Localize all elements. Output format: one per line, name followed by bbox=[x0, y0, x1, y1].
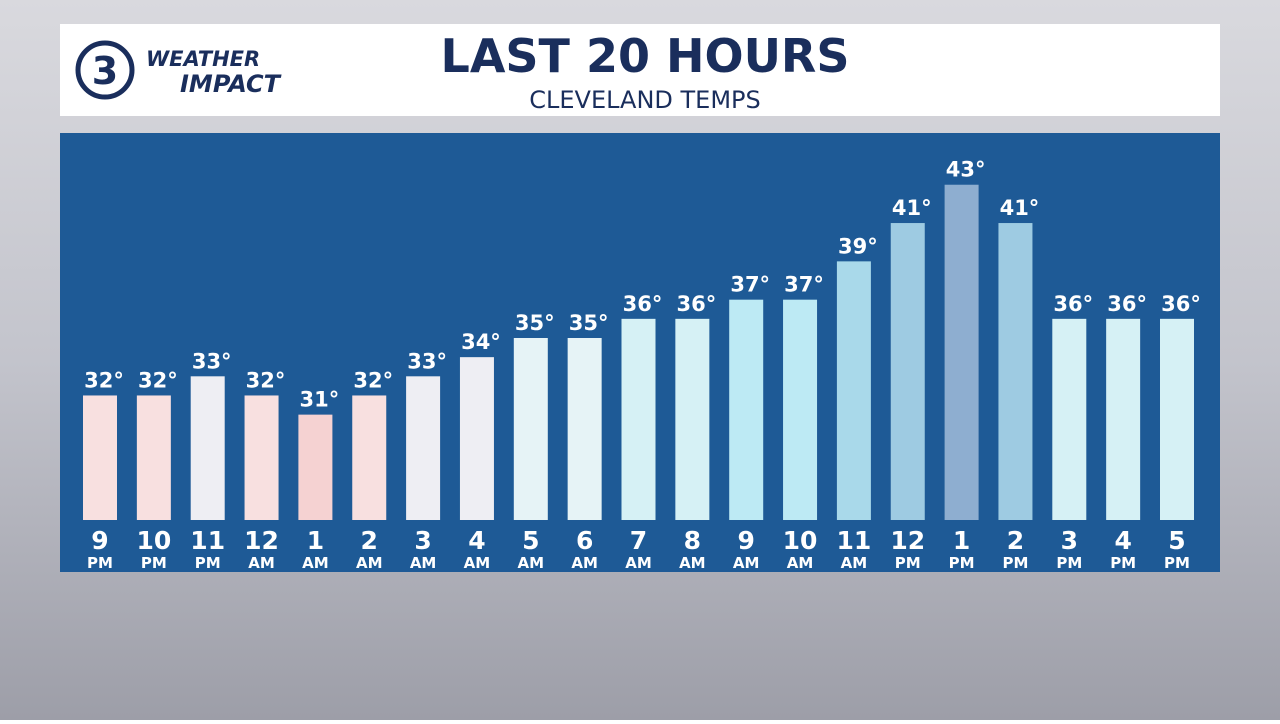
x-tick-period: AM bbox=[302, 554, 329, 572]
x-tick-label: 12 bbox=[244, 526, 279, 555]
value-label: 43° bbox=[946, 158, 986, 182]
x-tick-period: PM bbox=[1056, 554, 1082, 572]
x-tick-label: 8 bbox=[684, 526, 701, 555]
value-label: 33° bbox=[407, 349, 447, 373]
x-tick-period: PM bbox=[949, 554, 975, 572]
x-tick-period: AM bbox=[571, 554, 598, 572]
value-label: 32° bbox=[138, 368, 178, 392]
value-label: 37° bbox=[784, 273, 824, 297]
x-tick-period: AM bbox=[410, 554, 437, 572]
x-tick-label: 9 bbox=[737, 526, 754, 555]
x-tick-label: 3 bbox=[1061, 526, 1078, 555]
x-tick-label: 4 bbox=[468, 526, 485, 555]
bar bbox=[783, 299, 818, 520]
x-tick-period: PM bbox=[1002, 554, 1028, 572]
value-label: 32° bbox=[84, 368, 124, 392]
x-tick-period: PM bbox=[895, 554, 921, 572]
value-label: 36° bbox=[623, 292, 663, 316]
x-tick-period: PM bbox=[1110, 554, 1136, 572]
value-label: 34° bbox=[461, 330, 501, 354]
value-label: 41° bbox=[1000, 196, 1040, 220]
value-label: 31° bbox=[300, 388, 340, 412]
value-label: 39° bbox=[838, 234, 878, 258]
value-label: 36° bbox=[1053, 292, 1093, 316]
bar bbox=[890, 223, 925, 520]
bar bbox=[1160, 318, 1194, 520]
bar bbox=[459, 357, 494, 520]
bar bbox=[1052, 318, 1087, 520]
x-tick-label: 10 bbox=[136, 526, 171, 555]
value-label: 36° bbox=[1161, 292, 1201, 316]
value-label: 32° bbox=[353, 368, 393, 392]
value-label: 41° bbox=[892, 196, 932, 220]
x-tick-label: 11 bbox=[190, 526, 225, 555]
bar bbox=[944, 184, 979, 520]
x-tick-period: AM bbox=[787, 554, 814, 572]
x-tick-period: AM bbox=[679, 554, 706, 572]
bar bbox=[567, 337, 602, 520]
bar bbox=[998, 223, 1033, 520]
logo-circle bbox=[75, 40, 135, 100]
bar bbox=[1106, 318, 1141, 520]
value-label: 32° bbox=[246, 368, 286, 392]
x-tick-label: 4 bbox=[1114, 526, 1131, 555]
value-label: 36° bbox=[676, 292, 716, 316]
x-tick-period: PM bbox=[1164, 554, 1190, 572]
x-tick-period: AM bbox=[248, 554, 275, 572]
x-tick-label: 2 bbox=[1007, 526, 1024, 555]
x-tick-label: 1 bbox=[953, 526, 970, 555]
bar bbox=[244, 395, 279, 520]
x-tick-label: 7 bbox=[630, 526, 647, 555]
bar bbox=[513, 337, 548, 520]
x-tick-label: 1 bbox=[307, 526, 324, 555]
x-tick-label: 6 bbox=[576, 526, 593, 555]
logo-number: 3 bbox=[92, 49, 118, 93]
bar bbox=[729, 299, 764, 520]
x-tick-period: AM bbox=[841, 554, 868, 572]
chart-subtitle: CLEVELAND TEMPS bbox=[529, 86, 761, 114]
x-tick-period: PM bbox=[195, 554, 221, 572]
x-tick-label: 10 bbox=[783, 526, 818, 555]
x-tick-period: AM bbox=[733, 554, 760, 572]
bar bbox=[836, 261, 871, 520]
chart-title: LAST 20 HOURS bbox=[441, 29, 850, 83]
x-tick-period: AM bbox=[356, 554, 383, 572]
x-tick-label: 5 bbox=[1168, 526, 1185, 555]
bar bbox=[190, 376, 225, 520]
bar bbox=[352, 395, 387, 520]
bar bbox=[136, 395, 171, 520]
x-tick-period: PM bbox=[141, 554, 167, 572]
value-label: 35° bbox=[515, 311, 555, 335]
value-label: 37° bbox=[730, 273, 770, 297]
x-tick-label: 5 bbox=[522, 526, 539, 555]
value-label: 35° bbox=[569, 311, 609, 335]
x-tick-label: 3 bbox=[414, 526, 431, 555]
x-tick-label: 12 bbox=[890, 526, 925, 555]
logo-line1: WEATHER bbox=[146, 47, 260, 71]
x-tick-period: AM bbox=[464, 554, 491, 572]
bar bbox=[83, 395, 117, 520]
header bbox=[60, 24, 1220, 116]
bar bbox=[621, 318, 656, 520]
x-tick-period: AM bbox=[518, 554, 545, 572]
logo-line2: IMPACT bbox=[180, 70, 282, 98]
value-label: 33° bbox=[192, 349, 232, 373]
x-tick-period: AM bbox=[625, 554, 652, 572]
bar bbox=[675, 318, 710, 520]
x-tick-label: 2 bbox=[361, 526, 378, 555]
bar bbox=[406, 376, 441, 520]
x-tick-period: PM bbox=[87, 554, 113, 572]
x-tick-label: 9 bbox=[91, 526, 108, 555]
bar bbox=[298, 414, 333, 520]
x-tick-label: 11 bbox=[837, 526, 872, 555]
value-label: 36° bbox=[1107, 292, 1147, 316]
